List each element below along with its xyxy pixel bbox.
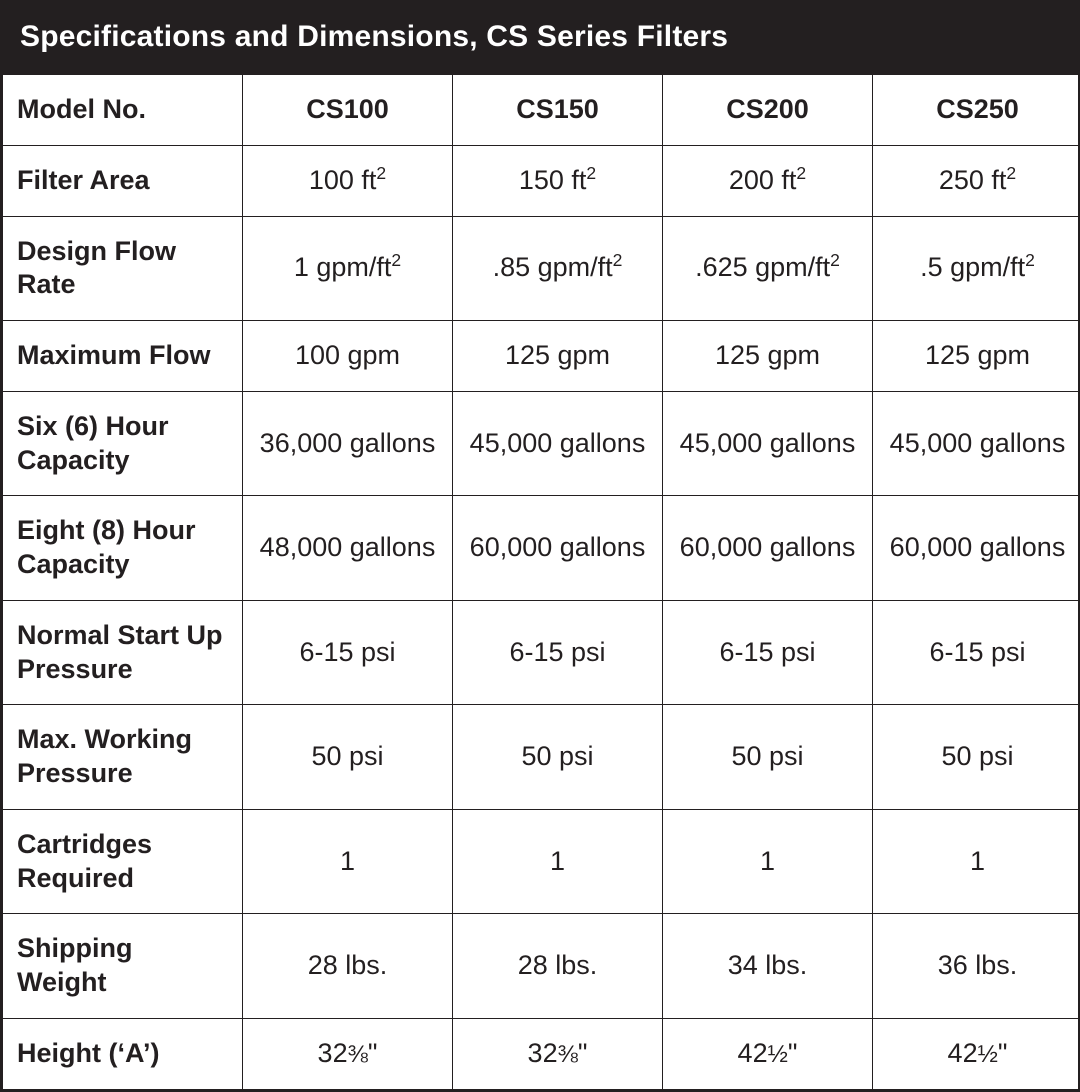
cell-value: 28 lbs. — [243, 914, 453, 1019]
cell-value: 34 lbs. — [663, 914, 873, 1019]
row-label: Height (‘A’) — [3, 1018, 243, 1089]
cell-value: 100 ft2 — [243, 145, 453, 216]
table-row: Maximum Flow100 gpm125 gpm125 gpm125 gpm — [3, 321, 1080, 392]
cell-value: 60,000 gal­lons — [873, 496, 1080, 601]
cell-value: 42½" — [873, 1018, 1080, 1089]
cell-value: CS200 — [663, 75, 873, 146]
cell-value: 50 psi — [243, 705, 453, 810]
cell-value: .625 gpm/ft2 — [663, 216, 873, 321]
cell-value: 6-15 psi — [453, 600, 663, 705]
cell-value: 125 gpm — [663, 321, 873, 392]
cell-value: 60,000 gallons — [663, 496, 873, 601]
cell-value: 100 gpm — [243, 321, 453, 392]
cell-value: 60,000 gal­lons — [453, 496, 663, 601]
spec-table: Model No.CS100CS150CS200CS250Filter Area… — [2, 74, 1080, 1090]
table-row: Filter Area100 ft2150 ft2200 ft2250 ft2 — [3, 145, 1080, 216]
table-row: Max. Working Pressure50 psi50 psi50 psi5… — [3, 705, 1080, 810]
cell-value: 45,000 gal­lons — [453, 391, 663, 496]
cell-value: CS250 — [873, 75, 1080, 146]
spec-table-container: Specifications and Dimensions, CS Series… — [0, 0, 1080, 1092]
cell-value: CS150 — [453, 75, 663, 146]
cell-value: CS100 — [243, 75, 453, 146]
table-row: Design Flow Rate1 gpm/ft2.85 gpm/ft2.625… — [3, 216, 1080, 321]
row-label: Normal Start Up Pressure — [3, 600, 243, 705]
cell-value: 125 gpm — [453, 321, 663, 392]
row-label: Filter Area — [3, 145, 243, 216]
row-label: Max. Working Pressure — [3, 705, 243, 810]
cell-value: 1 — [243, 809, 453, 914]
cell-value: .85 gpm/ft2 — [453, 216, 663, 321]
table-row: Eight (8) Hour Capacity48,000 gallons60,… — [3, 496, 1080, 601]
row-label: Maximum Flow — [3, 321, 243, 392]
cell-value: 150 ft2 — [453, 145, 663, 216]
cell-value: 250 ft2 — [873, 145, 1080, 216]
cell-value: 32⅜" — [453, 1018, 663, 1089]
row-label: Eight (8) Hour Capacity — [3, 496, 243, 601]
cell-value: 42½" — [663, 1018, 873, 1089]
cell-value: 45,000 gal­lons — [873, 391, 1080, 496]
cell-value: 36 lbs. — [873, 914, 1080, 1019]
table-row: Height (‘A’)32⅜"32⅜"42½"42½" — [3, 1018, 1080, 1089]
row-label: Six (6) Hour Capacity — [3, 391, 243, 496]
cell-value: 28 lbs. — [453, 914, 663, 1019]
table-row: Six (6) Hour Capacity36,000 gallons45,00… — [3, 391, 1080, 496]
row-label: Cartridges Required — [3, 809, 243, 914]
cell-value: 45,000 gallons — [663, 391, 873, 496]
table-row: Model No.CS100CS150CS200CS250 — [3, 75, 1080, 146]
table-row: Normal Start Up Pressure6-15 psi6-15 psi… — [3, 600, 1080, 705]
cell-value: 50 psi — [453, 705, 663, 810]
cell-value: .5 gpm/ft2 — [873, 216, 1080, 321]
table-row: Cartridges Required1111 — [3, 809, 1080, 914]
table-title: Specifications and Dimensions, CS Series… — [2, 2, 1078, 74]
cell-value: 36,000 gallons — [243, 391, 453, 496]
table-row: Shipping Weight28 lbs.28 lbs.34 lbs.36 l… — [3, 914, 1080, 1019]
cell-value: 1 — [663, 809, 873, 914]
cell-value: 1 gpm/ft2 — [243, 216, 453, 321]
row-label: Shipping Weight — [3, 914, 243, 1019]
cell-value: 1 — [453, 809, 663, 914]
cell-value: 125 gpm — [873, 321, 1080, 392]
cell-value: 6-15 psi — [243, 600, 453, 705]
row-label: Model No. — [3, 75, 243, 146]
cell-value: 50 psi — [663, 705, 873, 810]
row-label: Design Flow Rate — [3, 216, 243, 321]
cell-value: 32⅜" — [243, 1018, 453, 1089]
cell-value: 6-15 psi — [663, 600, 873, 705]
cell-value: 6-15 psi — [873, 600, 1080, 705]
cell-value: 200 ft2 — [663, 145, 873, 216]
cell-value: 50 psi — [873, 705, 1080, 810]
cell-value: 1 — [873, 809, 1080, 914]
cell-value: 48,000 gallons — [243, 496, 453, 601]
